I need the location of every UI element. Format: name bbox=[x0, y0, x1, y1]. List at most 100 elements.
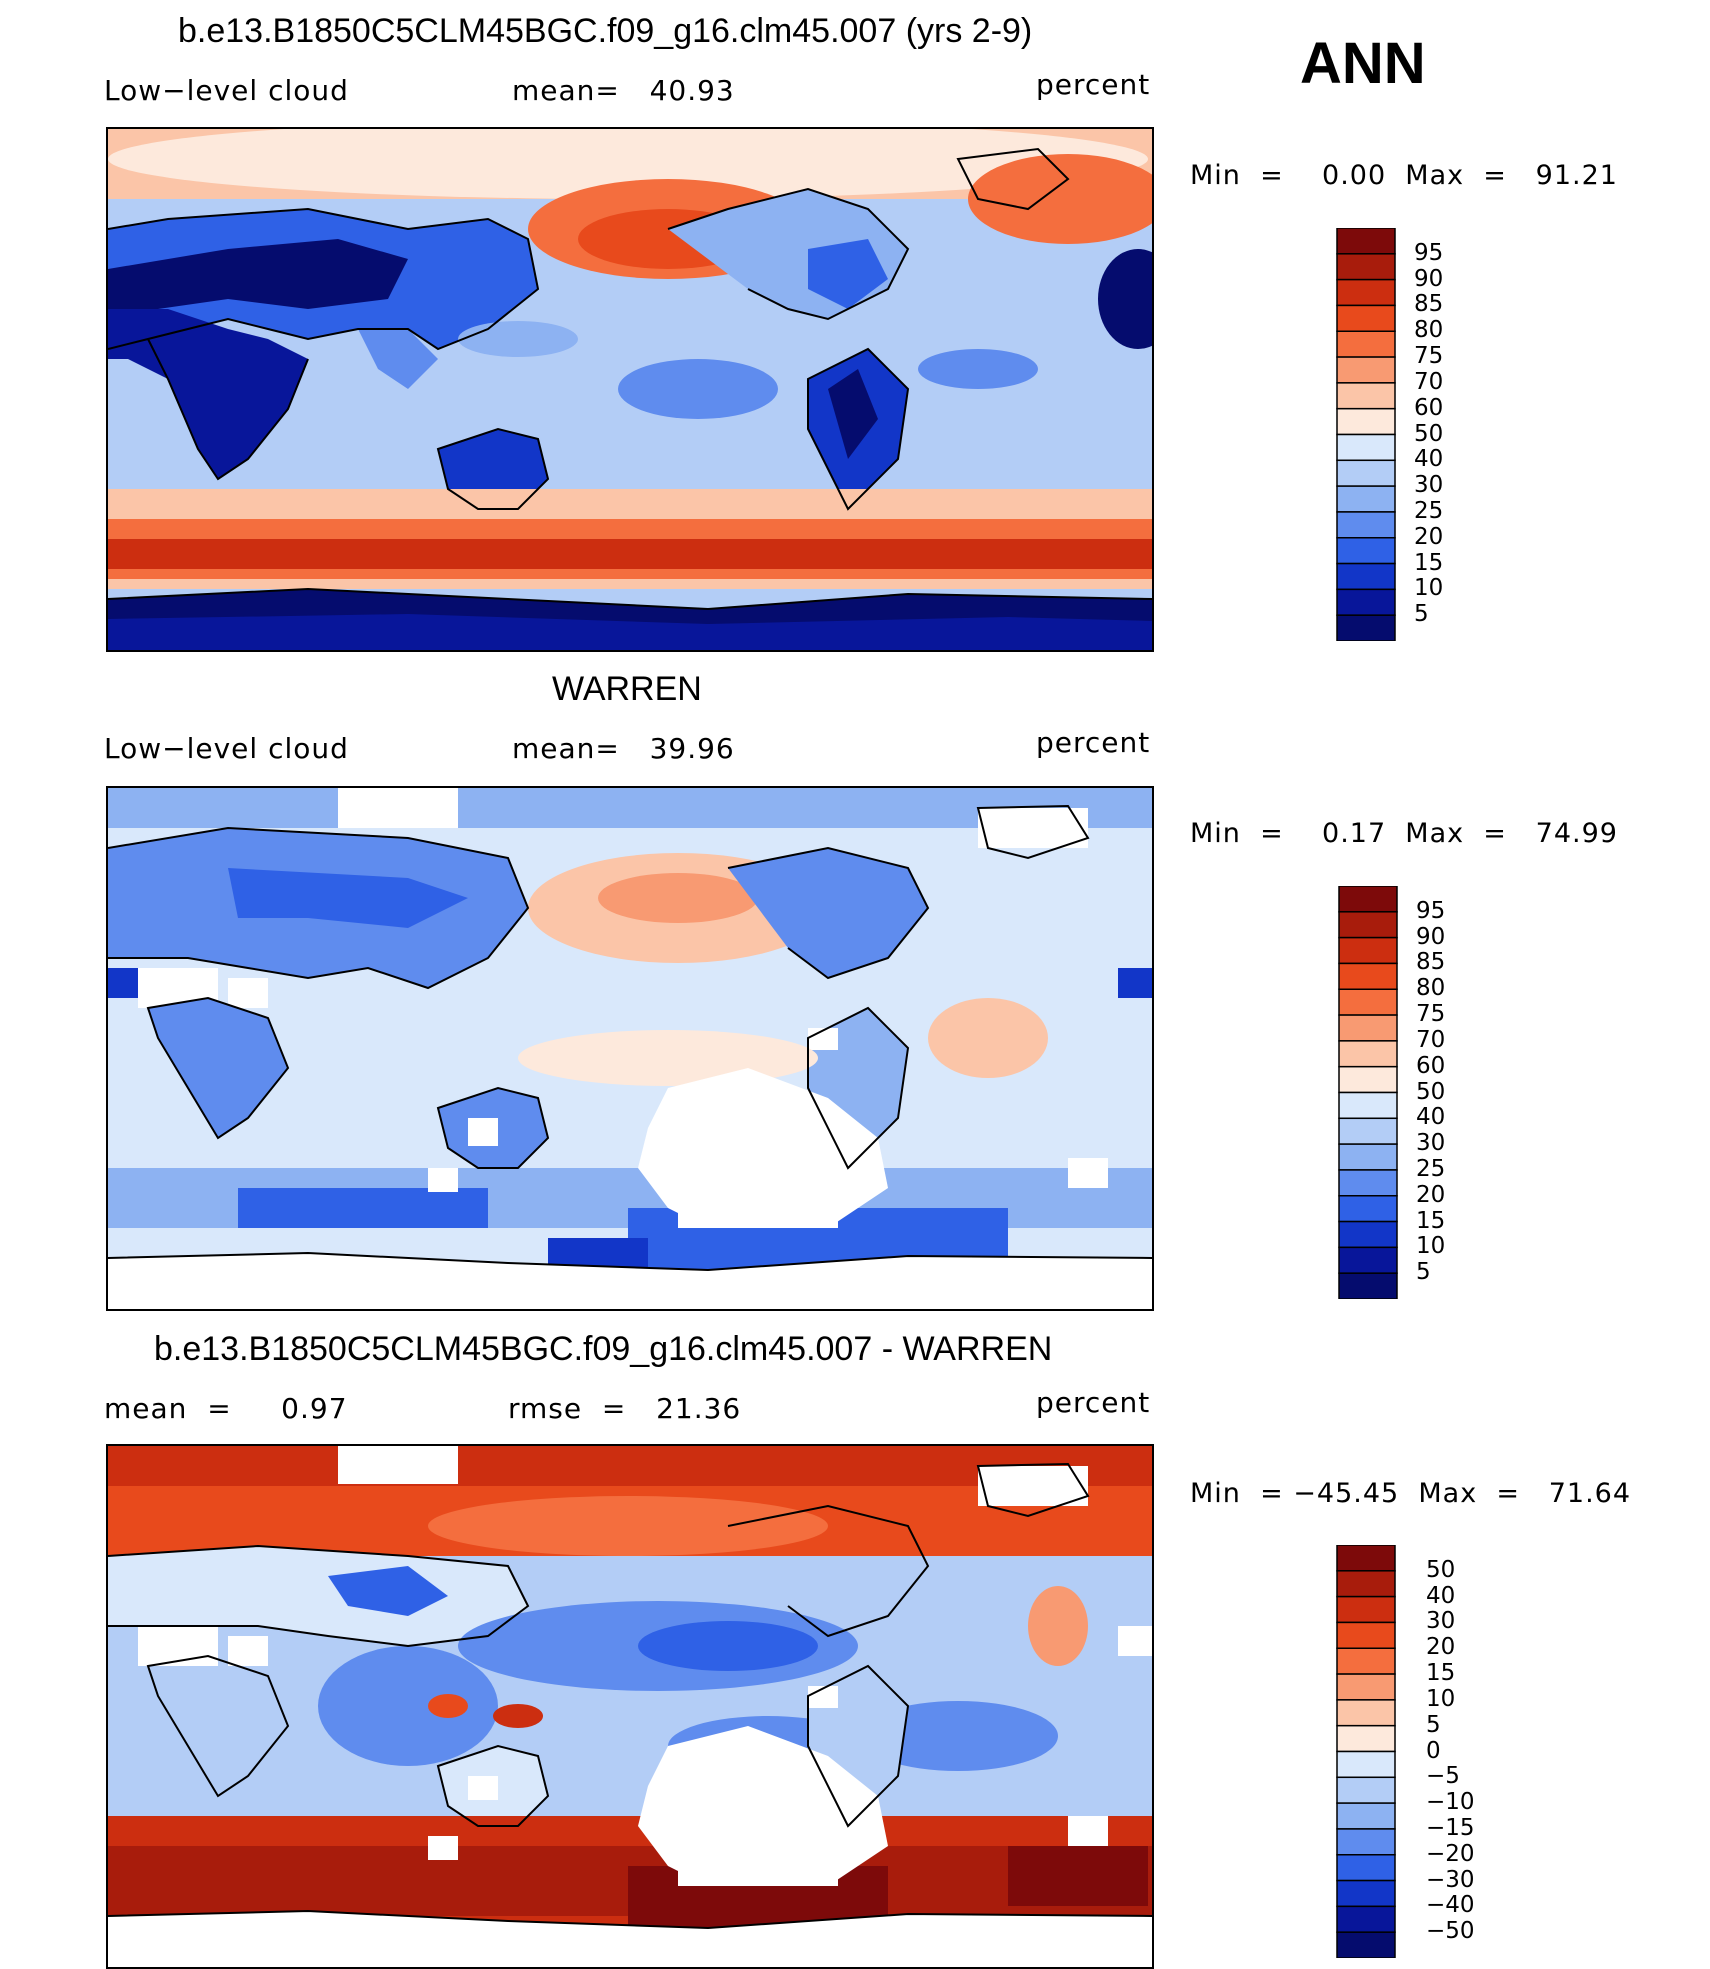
panel-1-units-label: percent bbox=[1036, 68, 1151, 101]
panel-3-colorbar bbox=[1336, 1544, 1396, 1959]
panel-2-units-label: percent bbox=[1036, 726, 1151, 759]
colorbar-3-tick-label: 5 bbox=[1426, 1711, 1441, 1738]
panel-2-map-svg bbox=[108, 788, 1152, 1309]
colorbar-2-tick-label: 40 bbox=[1416, 1104, 1446, 1131]
colorbar-1-swatch bbox=[1336, 382, 1396, 410]
colorbar-2-tick-label: 95 bbox=[1416, 897, 1446, 924]
colorbar-3-swatch bbox=[1336, 1931, 1396, 1959]
colorbar-1-swatch bbox=[1336, 407, 1396, 436]
colorbar-2-swatch bbox=[1338, 1014, 1398, 1042]
colorbar-1-swatch bbox=[1336, 253, 1396, 281]
panel-2-colorbar bbox=[1338, 885, 1398, 1300]
colorbar-3-swatch bbox=[1336, 1673, 1396, 1701]
colorbar-2-tick-label: 85 bbox=[1416, 949, 1446, 976]
colorbar-1-tick-label: 30 bbox=[1414, 472, 1444, 499]
panel-1-minmax: Min = 0.00 Max = 91.21 bbox=[1190, 160, 1618, 191]
season-label: ANN bbox=[1300, 31, 1426, 96]
colorbar-1-tick-label: 10 bbox=[1414, 575, 1444, 602]
colorbar-1-tick-label: 80 bbox=[1414, 317, 1444, 344]
panel-1-map bbox=[106, 127, 1154, 652]
colorbar-1-tick-label: 70 bbox=[1414, 368, 1444, 395]
colorbar-2-swatch bbox=[1338, 885, 1398, 913]
colorbar-1-swatch bbox=[1336, 330, 1396, 358]
panel-2-variable-label: Low−level cloud bbox=[104, 732, 349, 765]
colorbar-2-tick-label: 80 bbox=[1416, 975, 1446, 1002]
colorbar-3-swatch bbox=[1336, 1570, 1396, 1598]
panel-1-colorbar bbox=[1336, 227, 1396, 642]
colorbar-1-swatch bbox=[1336, 511, 1396, 539]
colorbar-1-swatch bbox=[1336, 562, 1396, 591]
colorbar-3-tick-label: 0 bbox=[1426, 1737, 1441, 1764]
colorbar-3-swatch bbox=[1336, 1544, 1396, 1572]
colorbar-1-swatch bbox=[1336, 588, 1396, 616]
colorbar-2-swatch bbox=[1338, 911, 1398, 939]
colorbar-3-swatch bbox=[1336, 1595, 1396, 1624]
colorbar-3-swatch bbox=[1336, 1879, 1396, 1908]
colorbar-1-tick-label: 50 bbox=[1414, 420, 1444, 447]
colorbar-3-tick-label: −5 bbox=[1426, 1763, 1460, 1790]
colorbar-1-swatch bbox=[1336, 278, 1396, 307]
colorbar-2-swatch bbox=[1338, 1040, 1398, 1068]
colorbar-3-swatch bbox=[1336, 1750, 1396, 1779]
colorbar-1-swatch bbox=[1336, 485, 1396, 513]
colorbar-1-tick-label: 5 bbox=[1414, 601, 1429, 628]
panel-1-map-svg bbox=[108, 129, 1152, 650]
colorbar-3-tick-label: 50 bbox=[1426, 1556, 1456, 1583]
colorbar-1-swatch bbox=[1336, 614, 1396, 642]
colorbar-3-swatch bbox=[1336, 1621, 1396, 1649]
colorbar-3-tick-label: 40 bbox=[1426, 1582, 1456, 1609]
colorbar-2-tick-label: 50 bbox=[1416, 1078, 1446, 1105]
colorbar-1-tick-label: 25 bbox=[1414, 497, 1444, 524]
colorbar-2-tick-label: 20 bbox=[1416, 1181, 1446, 1208]
colorbar-1-swatch bbox=[1336, 356, 1396, 384]
panel-2-minmax: Min = 0.17 Max = 74.99 bbox=[1190, 818, 1618, 849]
colorbar-1-tick-label: 60 bbox=[1414, 394, 1444, 421]
panel-3-mean-label: mean = 0.97 bbox=[104, 1392, 348, 1425]
colorbar-3-swatch bbox=[1336, 1699, 1396, 1727]
colorbar-3-tick-label: −40 bbox=[1426, 1892, 1475, 1919]
colorbar-2-tick-label: 10 bbox=[1416, 1233, 1446, 1260]
colorbar-2-tick-label: 5 bbox=[1416, 1259, 1431, 1286]
panel-3-units-label: percent bbox=[1036, 1386, 1151, 1419]
colorbar-1-tick-label: 75 bbox=[1414, 343, 1444, 370]
colorbar-2-swatch bbox=[1338, 1195, 1398, 1223]
colorbar-2-swatch bbox=[1338, 936, 1398, 965]
colorbar-1-swatch bbox=[1336, 433, 1396, 462]
colorbar-3-tick-label: 15 bbox=[1426, 1660, 1456, 1687]
colorbar-3-tick-label: −20 bbox=[1426, 1840, 1475, 1867]
colorbar-3-tick-label: −30 bbox=[1426, 1866, 1475, 1893]
colorbar-1-tick-label: 95 bbox=[1414, 239, 1444, 266]
colorbar-2-tick-label: 70 bbox=[1416, 1026, 1446, 1053]
panel-2-title: WARREN bbox=[552, 670, 702, 708]
colorbar-2-swatch bbox=[1338, 962, 1398, 990]
colorbar-1-swatch bbox=[1336, 304, 1396, 332]
colorbar-3-tick-label: −15 bbox=[1426, 1814, 1475, 1841]
panel-3-rmse-label: rmse = 21.36 bbox=[508, 1392, 742, 1425]
colorbar-3-tick-label: 30 bbox=[1426, 1608, 1456, 1635]
colorbar-2-swatch bbox=[1338, 1143, 1398, 1171]
panel-2-colorbar-svg bbox=[1338, 885, 1398, 1300]
colorbar-1-tick-label: 90 bbox=[1414, 265, 1444, 292]
colorbar-1-tick-label: 15 bbox=[1414, 549, 1444, 576]
colorbar-3-tick-label: 10 bbox=[1426, 1685, 1456, 1712]
panel-3-minmax: Min = −45.45 Max = 71.64 bbox=[1190, 1478, 1632, 1509]
colorbar-2-swatch bbox=[1338, 988, 1398, 1016]
colorbar-2-swatch bbox=[1338, 1246, 1398, 1274]
colorbar-3-swatch bbox=[1336, 1854, 1396, 1882]
colorbar-2-tick-label: 15 bbox=[1416, 1207, 1446, 1234]
colorbar-1-tick-label: 85 bbox=[1414, 291, 1444, 318]
panel-3-map bbox=[106, 1444, 1154, 1969]
colorbar-3-tick-label: −50 bbox=[1426, 1918, 1475, 1945]
colorbar-2-swatch bbox=[1338, 1065, 1398, 1094]
colorbar-3-swatch bbox=[1336, 1724, 1396, 1753]
colorbar-2-tick-label: 25 bbox=[1416, 1155, 1446, 1182]
panel-1-mean-label: mean= 40.93 bbox=[512, 74, 735, 107]
panel-3-colorbar-svg bbox=[1336, 1544, 1396, 1959]
panel-2-mean-label: mean= 39.96 bbox=[512, 732, 735, 765]
panel-3-map-svg bbox=[108, 1446, 1152, 1967]
colorbar-1-swatch bbox=[1336, 227, 1396, 255]
colorbar-1-swatch bbox=[1336, 459, 1396, 487]
colorbar-3-swatch bbox=[1336, 1905, 1396, 1933]
colorbar-2-tick-label: 60 bbox=[1416, 1052, 1446, 1079]
colorbar-2-tick-label: 30 bbox=[1416, 1130, 1446, 1157]
